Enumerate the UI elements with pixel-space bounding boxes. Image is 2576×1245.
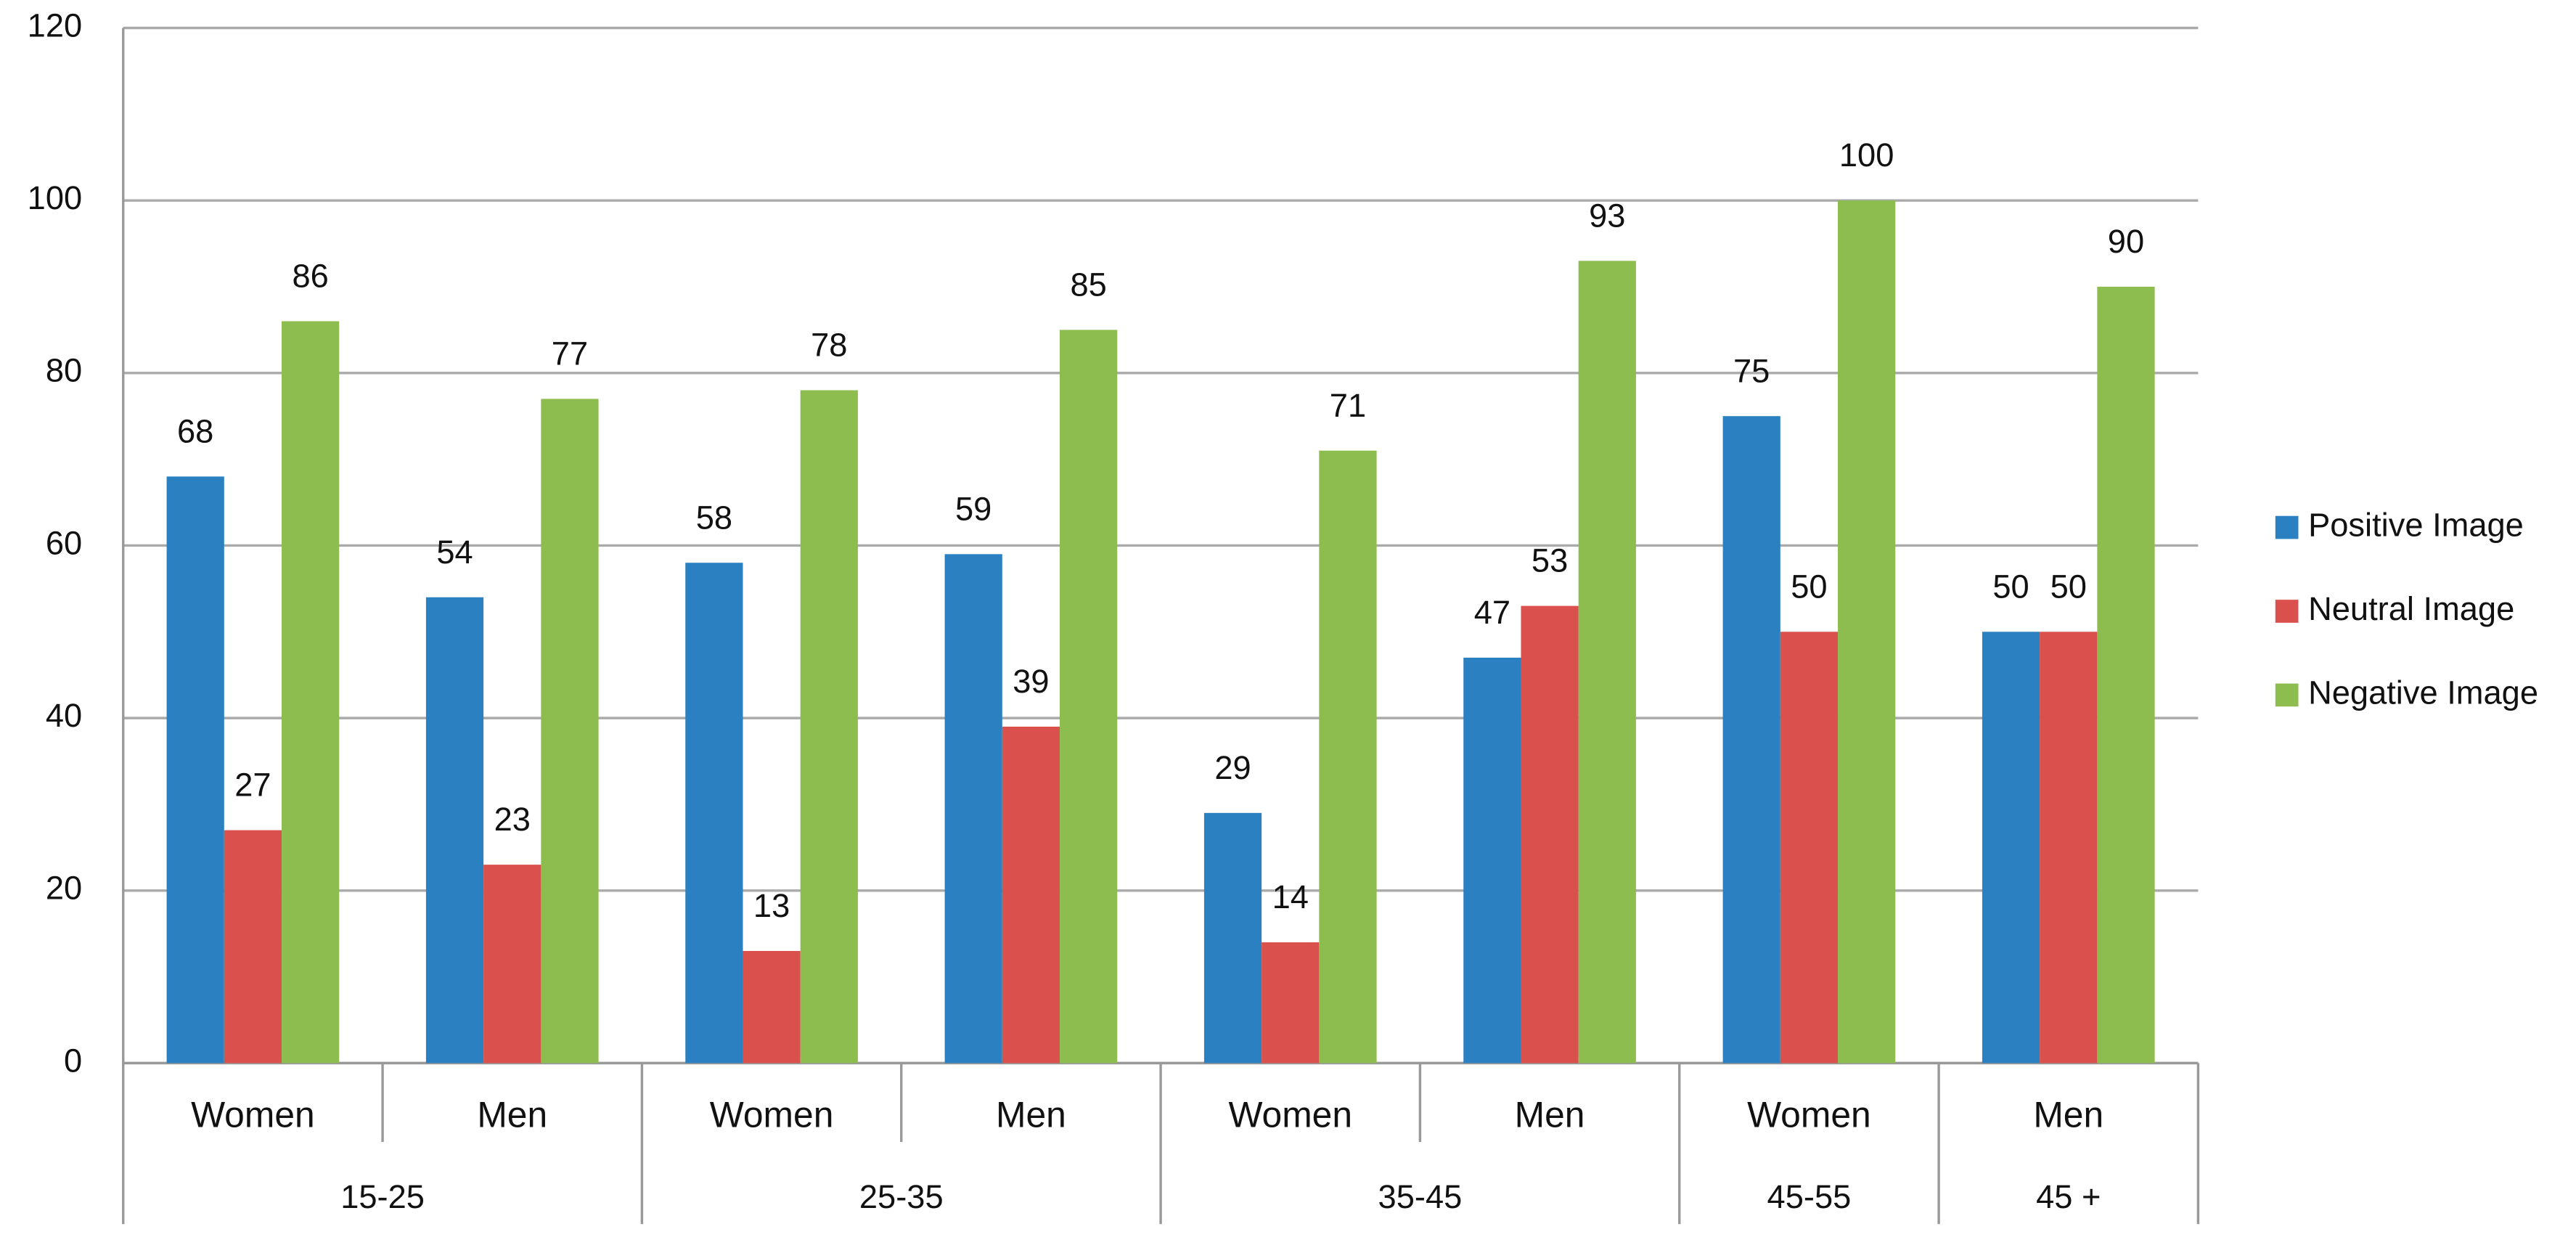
- data-label: 75: [1733, 352, 1770, 389]
- data-label: 58: [696, 499, 732, 536]
- bar: [944, 554, 1002, 1064]
- bar: [1982, 632, 2040, 1064]
- bar: [1521, 605, 1579, 1064]
- bar: [425, 597, 484, 1064]
- data-label: 54: [436, 534, 473, 571]
- legend-label: Positive Image: [2308, 507, 2524, 544]
- data-label: 47: [1474, 594, 1510, 631]
- data-label: 53: [1532, 542, 1568, 579]
- data-label: 23: [494, 801, 531, 838]
- data-label: 90: [2108, 223, 2144, 260]
- data-label: 29: [1214, 749, 1251, 786]
- data-label: 13: [753, 887, 790, 924]
- y-tick-label: 100: [28, 179, 82, 216]
- bar: [800, 390, 858, 1064]
- data-label: 78: [811, 327, 847, 364]
- legend-label: Negative Image: [2308, 674, 2538, 711]
- group-label: 45-55: [1767, 1178, 1852, 1215]
- bar: [1838, 200, 1896, 1064]
- y-tick-label: 0: [64, 1042, 82, 1079]
- data-label: 59: [955, 490, 991, 527]
- x-tick-label: Women: [710, 1094, 834, 1135]
- data-label: 50: [2050, 568, 2087, 605]
- legend-swatch: [2275, 683, 2299, 707]
- bar: [541, 399, 599, 1064]
- bar: [166, 476, 224, 1064]
- group-label: 15-25: [340, 1178, 425, 1215]
- x-tick-label: Men: [996, 1094, 1066, 1135]
- bar: [1578, 261, 1636, 1064]
- bar: [483, 865, 541, 1064]
- data-label: 39: [1013, 663, 1049, 700]
- data-label: 85: [1070, 266, 1106, 303]
- bar: [1002, 726, 1060, 1064]
- bar: [743, 950, 801, 1064]
- bar: [1060, 330, 1118, 1064]
- y-tick-label: 40: [46, 697, 82, 734]
- group-label: 35-45: [1378, 1178, 1463, 1215]
- y-tick-label: 20: [46, 870, 82, 907]
- y-tick-label: 80: [46, 352, 82, 389]
- x-tick-label: Men: [2033, 1094, 2103, 1135]
- x-tick-label: Men: [1515, 1094, 1585, 1135]
- bar: [2040, 632, 2098, 1064]
- x-tick-label: Women: [191, 1094, 315, 1135]
- bar: [1463, 657, 1521, 1064]
- x-tick-label: Women: [1747, 1094, 1871, 1135]
- data-label: 77: [552, 335, 588, 372]
- bar: [1722, 416, 1780, 1064]
- data-label: 14: [1272, 878, 1309, 915]
- data-label: 100: [1839, 136, 1894, 174]
- data-label: 27: [234, 767, 271, 804]
- legend-label: Neutral Image: [2308, 590, 2514, 627]
- x-tick-label: Women: [1228, 1094, 1352, 1135]
- y-tick-label: 60: [46, 524, 82, 561]
- group-label: 25-35: [859, 1178, 944, 1215]
- data-label: 50: [1791, 568, 1827, 605]
- bar: [1780, 632, 1839, 1064]
- data-label: 93: [1589, 197, 1625, 234]
- x-tick-label: Men: [477, 1094, 547, 1135]
- data-label: 86: [292, 258, 328, 295]
- bar: [2097, 286, 2155, 1064]
- bar: [1262, 942, 1320, 1064]
- legend-swatch: [2275, 515, 2299, 539]
- group-label: 45 +: [2036, 1178, 2101, 1215]
- y-tick-label: 120: [28, 7, 82, 44]
- bar: [224, 830, 282, 1064]
- data-label: 68: [177, 413, 213, 450]
- data-label: 71: [1330, 387, 1366, 424]
- bar: [1319, 450, 1377, 1064]
- bar: [1203, 812, 1262, 1064]
- bar: [685, 563, 743, 1064]
- legend-swatch: [2275, 600, 2299, 623]
- bar: [282, 321, 340, 1064]
- data-label: 50: [1992, 568, 2029, 605]
